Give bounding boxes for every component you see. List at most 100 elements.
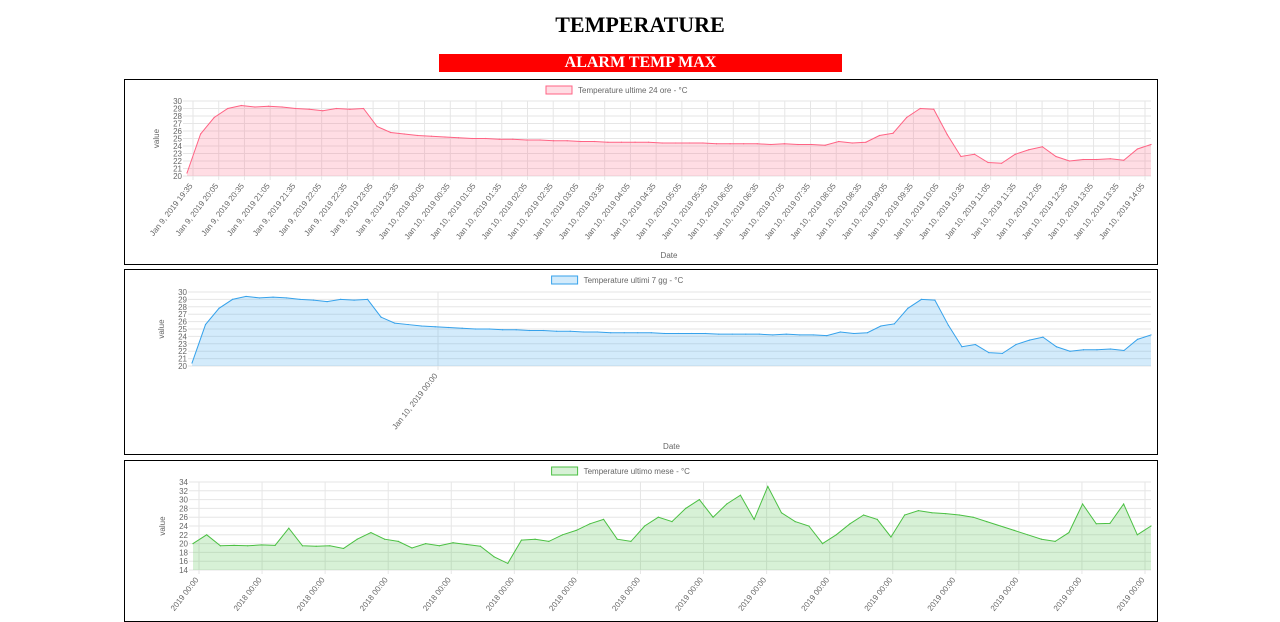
data-point [299, 298, 301, 300]
x-tick-label: Jan 10, 2019 06:35 [711, 181, 761, 241]
x-tick-label: 2019 00:00 [1052, 575, 1084, 613]
legend-swatch [551, 275, 579, 285]
y-axis-label: value [157, 319, 166, 339]
data-point [767, 485, 769, 487]
data-point [1150, 525, 1152, 527]
data-point [520, 539, 523, 541]
data-point [403, 133, 405, 135]
data-point [743, 143, 745, 145]
x-tick-label: Jan 9, 2019 19:35 [148, 181, 195, 237]
x-tick-label: Jan 10, 2019 12:05 [994, 181, 1044, 241]
data-point [1109, 348, 1112, 350]
data-point [906, 116, 908, 119]
data-point [650, 332, 652, 334]
x-tick-label: 2018 00:00 [358, 575, 390, 613]
data-point [475, 328, 477, 330]
series-line [186, 104, 1152, 174]
data-point [1014, 153, 1016, 155]
data-point [1150, 334, 1152, 336]
data-point [218, 307, 220, 309]
data-point [231, 298, 234, 300]
y-tick-label: 29 [178, 295, 187, 304]
data-point [933, 108, 935, 110]
data-point [685, 507, 687, 509]
data-point [342, 547, 345, 550]
data-point [1042, 336, 1044, 338]
x-tick-label: 2019 00:00 [673, 575, 705, 613]
data-point [425, 543, 427, 545]
data-point [390, 131, 392, 134]
data-point [498, 138, 500, 140]
alarm-banner: ALARM TEMP MAX [439, 54, 842, 72]
data-point [1123, 349, 1125, 352]
data-point [512, 138, 514, 140]
data-point [602, 518, 605, 520]
data-point [731, 333, 733, 335]
data-point [661, 142, 663, 144]
data-point [411, 547, 413, 549]
data-point [644, 525, 646, 527]
data-point [1040, 538, 1043, 540]
data-point [821, 543, 824, 545]
data-point [810, 143, 813, 146]
data-point [986, 521, 988, 523]
data-point [1096, 158, 1098, 161]
data-point [466, 543, 468, 546]
data-point [204, 323, 207, 326]
data-point [281, 106, 283, 108]
data-point [245, 295, 247, 298]
y-axis-label: value [158, 516, 167, 536]
data-point [960, 155, 962, 158]
data-point [566, 140, 568, 142]
data-point [637, 332, 639, 334]
data-point [712, 516, 714, 518]
x-tick-label: Jan 10, 2019 00:00 [390, 371, 440, 431]
data-point [878, 134, 881, 137]
y-tick-label: 21 [178, 355, 187, 364]
data-point [851, 142, 853, 144]
data-point [1136, 338, 1139, 340]
data-point [362, 107, 365, 110]
y-tick-label: 16 [179, 557, 188, 566]
series-line [191, 295, 1152, 364]
x-tick-label: 2018 00:00 [295, 575, 327, 613]
x-tick-label: 2018 00:00 [610, 575, 642, 613]
chart-24h: Temperature ultime 24 ore - °C 2021222324… [148, 85, 1152, 260]
y-tick-label: 27 [178, 310, 187, 319]
y-tick-label: 14 [179, 566, 188, 575]
data-point [715, 143, 718, 145]
data-point [1068, 532, 1070, 534]
x-tick-label: Jan 10, 2019 04:35 [608, 181, 658, 241]
data-point [958, 514, 961, 516]
y-tick-label: 22 [178, 347, 187, 356]
y-tick-label: 20 [178, 362, 187, 371]
data-point [430, 135, 432, 137]
y-tick-label: 22 [173, 157, 182, 166]
data-point [335, 107, 337, 110]
data-point [575, 529, 577, 531]
data-point [1001, 162, 1003, 164]
data-point [946, 134, 948, 136]
data-point [274, 544, 276, 546]
y-tick-label: 18 [179, 548, 188, 557]
data-point [726, 503, 728, 505]
data-point [866, 332, 868, 334]
data-point [227, 107, 229, 110]
data-point [758, 333, 760, 335]
data-point [288, 527, 290, 529]
x-tick-label: Jan 10, 2019 11:05 [943, 181, 992, 240]
data-point [698, 499, 700, 501]
data-point [552, 140, 555, 142]
x-tick-label: Jan 10, 2019 03:35 [557, 181, 607, 241]
data-point [471, 137, 473, 140]
x-tick-label: Jan 10, 2019 03:05 [531, 181, 581, 241]
data-point [199, 133, 202, 135]
data-point [607, 141, 609, 143]
x-tick-label: Jan 10, 2019 07:05 [737, 181, 787, 241]
data-point [233, 544, 235, 546]
y-tick-label: 30 [173, 97, 182, 106]
y-tick-label: 26 [179, 513, 188, 522]
y-tick-label: 28 [178, 303, 187, 312]
y-tick-label: 27 [173, 120, 182, 129]
data-point [849, 523, 851, 525]
